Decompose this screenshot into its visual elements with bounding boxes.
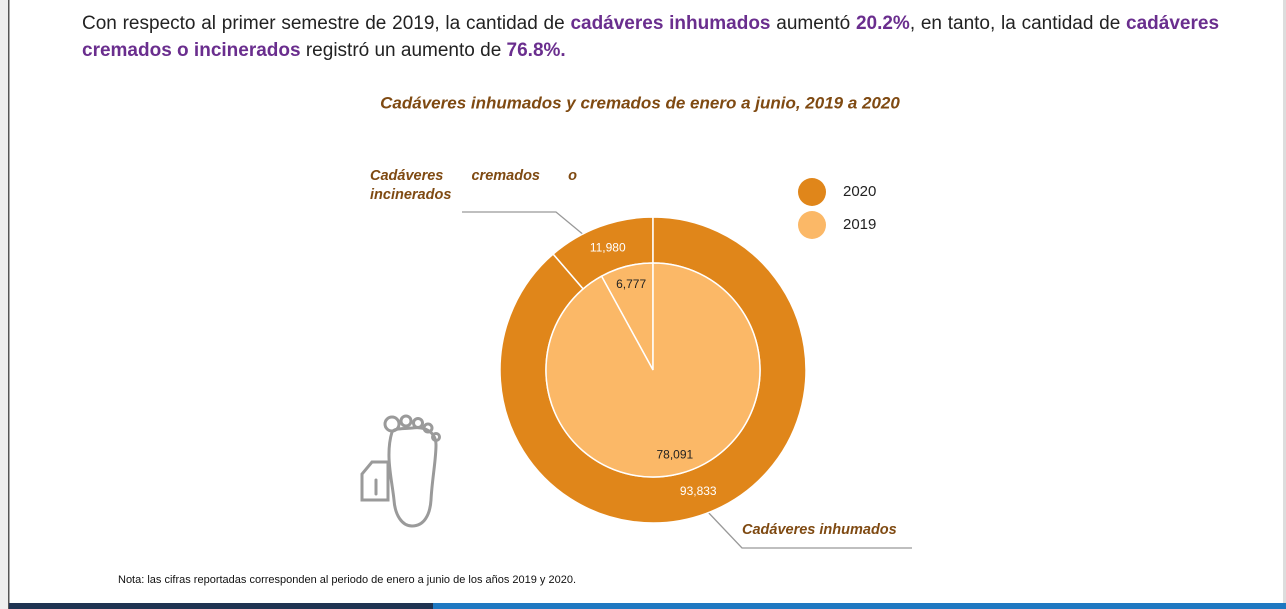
- summary-paragraph: Con respecto al primer semestre de 2019,…: [82, 10, 1219, 64]
- right-edge: [1283, 0, 1286, 609]
- text: , en tanto, la cantidad de: [909, 13, 1127, 34]
- emphasis-text: cadáveres inhumados: [570, 13, 771, 34]
- data-label: 11,980: [590, 240, 626, 254]
- category-label: Cadáveres cremados o incinerados: [370, 168, 577, 203]
- category-label: Cadáveres inhumados: [742, 522, 897, 538]
- note: Nota: las cifras reportadas corresponden…: [118, 574, 577, 586]
- text: Con respecto al primer semestre de 2019,…: [82, 13, 571, 34]
- legend-label: 2019: [843, 216, 876, 233]
- foot-tag-icon: [360, 414, 441, 528]
- donut-segment: [545, 262, 761, 478]
- data-label: 6,777: [616, 277, 646, 291]
- emphasis-text: 76.8%.: [506, 40, 566, 61]
- text: aumentó: [770, 13, 856, 34]
- left-border: [8, 0, 10, 609]
- footer-bar: [9, 603, 433, 609]
- emphasis-text: 20.2%: [855, 13, 910, 34]
- data-label: 78,091: [656, 447, 693, 461]
- text: registró un aumento de: [300, 40, 507, 61]
- emphasis-text: cadáveres cremados o incinerados: [82, 13, 1220, 61]
- data-label: 93,833: [680, 484, 717, 498]
- legend-label: 2020: [843, 183, 876, 200]
- leader-line: [705, 509, 912, 549]
- footer-bar: [433, 603, 1286, 609]
- leader-line: [462, 211, 586, 237]
- legend-swatch: [798, 211, 826, 239]
- chart-title: Cadáveres inhumados y cremados de enero …: [380, 93, 900, 112]
- legend-swatch: [798, 178, 826, 206]
- left-edge: [0, 0, 9, 609]
